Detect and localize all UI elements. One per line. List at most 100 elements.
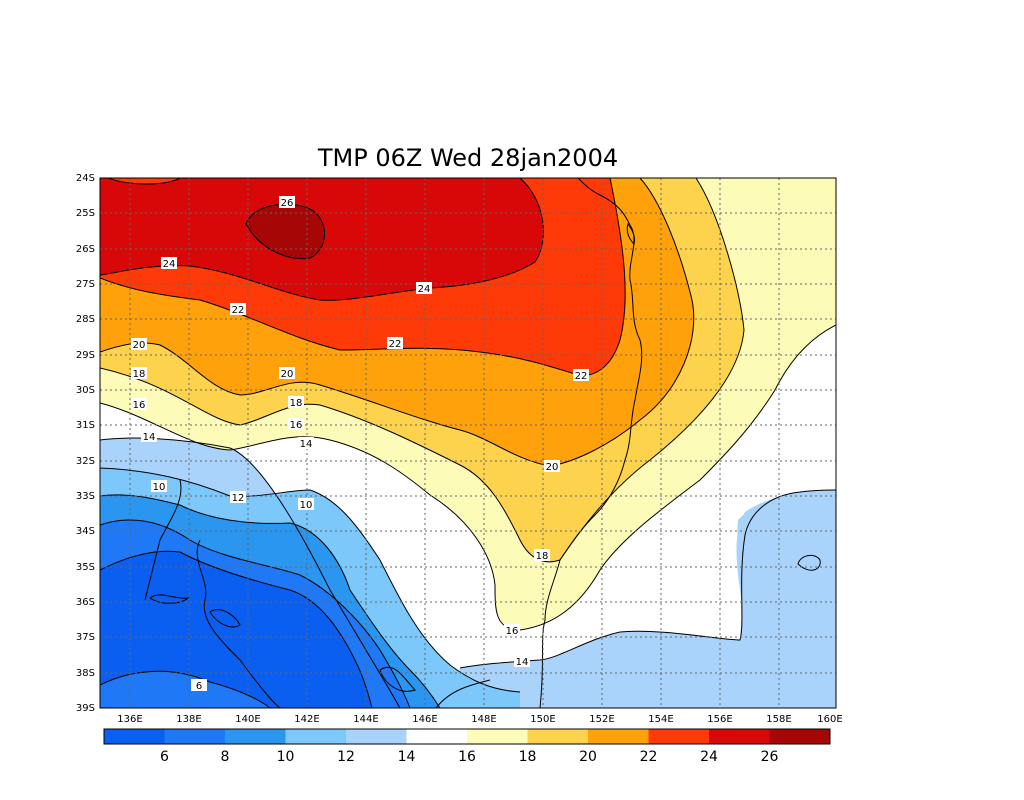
contour-label: 24 <box>416 282 432 295</box>
contour-label: 18 <box>534 549 550 562</box>
contour-label: 14 <box>141 430 157 443</box>
lon-tick-label: 152E <box>589 714 614 725</box>
svg-text:24: 24 <box>418 284 431 295</box>
contour-label: 16 <box>504 624 520 637</box>
colorbar-label: 26 <box>761 749 779 765</box>
contour-label: 18 <box>288 396 304 409</box>
lat-tick-label: 24S <box>76 173 95 184</box>
contour-lines <box>100 178 836 708</box>
svg-text:18: 18 <box>536 551 549 562</box>
colorbar-label: 16 <box>458 749 476 765</box>
svg-text:22: 22 <box>232 305 245 316</box>
svg-text:22: 22 <box>575 371 588 382</box>
plot-frame <box>99 177 837 709</box>
lon-tick-label: 158E <box>766 714 791 725</box>
svg-text:16: 16 <box>290 420 303 431</box>
band-gt-26 <box>246 204 325 259</box>
filled-contour-field <box>100 178 836 708</box>
grid-lines <box>100 178 836 708</box>
colorbar-swatch <box>769 729 831 744</box>
svg-text:22: 22 <box>389 339 402 350</box>
colorbar-swatch <box>527 729 589 744</box>
contour-labels: 26 24 24 22 22 22 20 20 20 18 18 18 16 1… <box>131 196 589 692</box>
svg-text:24: 24 <box>163 259 176 270</box>
colorbar-label: 10 <box>277 749 295 765</box>
contour-label: 20 <box>131 338 147 351</box>
colorbar-swatch <box>406 729 468 744</box>
colorbar-swatch <box>104 729 165 744</box>
colorbar-swatch <box>709 729 770 744</box>
lon-tick-label: 146E <box>412 714 437 725</box>
svg-text:10: 10 <box>153 482 166 493</box>
svg-text:14: 14 <box>143 432 156 443</box>
svg-text:20: 20 <box>546 462 559 473</box>
lat-tick-label: 26S <box>76 244 95 255</box>
band-patch-top <box>108 178 180 184</box>
lat-tick-label: 30S <box>76 385 95 396</box>
colorbar-label: 6 <box>160 749 169 765</box>
svg-text:20: 20 <box>281 369 294 380</box>
contour-label: 16 <box>288 418 304 431</box>
colorbar-label: 20 <box>579 749 597 765</box>
lat-tick-label: 29S <box>76 350 95 361</box>
contour-label: 20 <box>544 460 560 473</box>
contour-label: 22 <box>573 369 589 382</box>
svg-text:6: 6 <box>196 681 202 692</box>
lon-axis: 136E 138E 140E 142E 144E 146E 148E 150E … <box>117 714 842 725</box>
lon-tick-label: 142E <box>294 714 319 725</box>
lon-tick-label: 160E <box>817 714 842 725</box>
lon-tick-label: 156E <box>707 714 732 725</box>
band-6-8-south <box>100 671 270 708</box>
lat-tick-label: 36S <box>76 597 95 608</box>
colorbar-swatch <box>467 729 528 744</box>
colorbar-labels: 6 8 10 12 14 16 18 20 22 24 26 <box>160 749 778 765</box>
colorbar-label: 24 <box>700 749 718 765</box>
svg-text:26: 26 <box>281 198 294 209</box>
colorbar: 6 8 10 12 14 16 18 20 22 24 26 <box>103 728 831 765</box>
band-cell-east <box>520 490 836 708</box>
svg-text:12: 12 <box>232 493 245 504</box>
contour-label: 24 <box>161 257 177 270</box>
contour-label: 14 <box>514 655 530 668</box>
lat-tick-label: 38S <box>76 668 95 679</box>
svg-text:14: 14 <box>516 657 529 668</box>
svg-text:14: 14 <box>300 439 313 450</box>
lat-tick-label: 37S <box>76 632 95 643</box>
contour-label: 6 <box>191 679 207 692</box>
svg-text:18: 18 <box>133 369 146 380</box>
colorbar-swatch <box>285 729 347 744</box>
colorbar-swatch <box>648 729 710 744</box>
lon-tick-label: 140E <box>235 714 260 725</box>
map-title: TMP 06Z Wed 28jan2004 <box>317 144 618 172</box>
band-lt-6 <box>100 551 372 708</box>
lat-tick-label: 39S <box>76 703 95 714</box>
colorbar-swatch <box>164 729 226 744</box>
lon-tick-label: 150E <box>530 714 555 725</box>
colorbar-swatch <box>588 729 649 744</box>
lon-tick-label: 136E <box>117 714 142 725</box>
lat-axis: 24S 25S 26S 27S 28S 29S 30S 31S 32S 33S … <box>76 173 95 714</box>
colorbar-label: 14 <box>398 749 416 765</box>
lat-tick-label: 28S <box>76 314 95 325</box>
svg-text:16: 16 <box>506 626 519 637</box>
colorbar-swatch <box>346 729 407 744</box>
colorbar-label: 8 <box>221 749 230 765</box>
colorbar-swatches <box>104 729 831 744</box>
contour-label: 14 <box>298 437 314 450</box>
contour-label: 18 <box>131 367 147 380</box>
svg-text:16: 16 <box>133 400 146 411</box>
colorbar-label: 22 <box>640 749 658 765</box>
contour-label: 16 <box>131 398 147 411</box>
colorbar-label: 18 <box>519 749 537 765</box>
contour-label: 22 <box>230 303 246 316</box>
lon-tick-label: 148E <box>471 714 496 725</box>
lon-tick-label: 154E <box>648 714 673 725</box>
contour-label: 20 <box>279 367 295 380</box>
colorbar-label: 12 <box>337 749 355 765</box>
lat-tick-label: 34S <box>76 526 95 537</box>
lat-tick-label: 33S <box>76 491 95 502</box>
lon-tick-label: 138E <box>176 714 201 725</box>
svg-text:18: 18 <box>290 398 303 409</box>
lat-tick-label: 32S <box>76 456 95 467</box>
